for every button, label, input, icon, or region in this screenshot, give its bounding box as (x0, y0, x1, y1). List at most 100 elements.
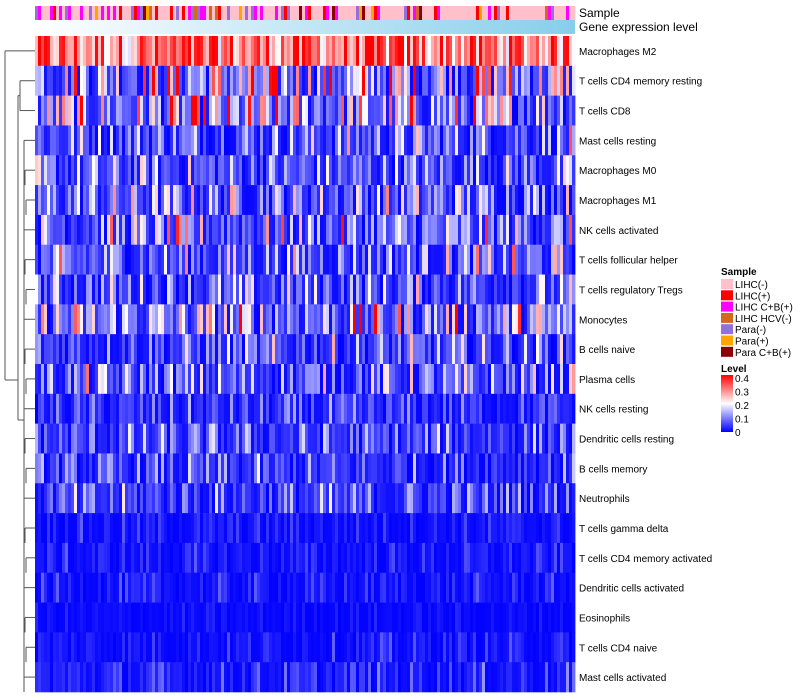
heatmap-cell (287, 542, 291, 574)
heatmap-cell (347, 662, 351, 693)
heatmap-cell (251, 602, 255, 633)
heatmap-cell (482, 185, 486, 216)
heatmap-cell (83, 304, 87, 335)
heatmap-cell (239, 36, 243, 67)
heatmap-cell (299, 36, 303, 67)
heatmap-cell (419, 125, 423, 156)
heatmap-cell (53, 662, 57, 693)
heatmap-cell (122, 602, 126, 633)
heatmap-cell (425, 453, 429, 484)
heatmap-cell (65, 155, 69, 186)
heatmap-cell (74, 244, 78, 275)
heatmap-cell (527, 65, 531, 96)
heatmap-cell (377, 662, 381, 693)
heatmap-cell (380, 602, 384, 633)
heatmap-cell (371, 453, 375, 484)
heatmap-cell (371, 423, 375, 454)
heatmap-cell (230, 453, 234, 484)
heatmap-cell (299, 65, 303, 96)
row-label: Macrophages M1 (579, 196, 657, 207)
heatmap-cell (470, 632, 474, 663)
heatmap-cell (452, 244, 456, 275)
heatmap-cell (230, 632, 234, 663)
heatmap-cell (236, 423, 240, 454)
heatmap-cell (221, 632, 225, 663)
heatmap-cell (203, 185, 207, 216)
heatmap-cell (53, 155, 57, 186)
heatmap-cell (230, 95, 234, 126)
heatmap-cell (167, 36, 171, 67)
heatmap-cell (404, 304, 408, 335)
heatmap-cell (320, 155, 324, 186)
heatmap-cell (233, 393, 237, 424)
heatmap-cell (560, 662, 564, 693)
heatmap-cell (167, 274, 171, 305)
heatmap-cell (512, 602, 516, 633)
heatmap-cell (209, 364, 213, 395)
heatmap-cell (326, 453, 330, 484)
heatmap-cell (365, 542, 369, 574)
heatmap-cell (398, 274, 402, 305)
heatmap-cell (557, 542, 561, 574)
heatmap-cell (278, 274, 282, 305)
heatmap-cell (161, 423, 165, 454)
heatmap-cell (518, 214, 522, 246)
heatmap-cell (188, 95, 192, 126)
heatmap-cell (236, 334, 240, 365)
sample-annotation-cell (59, 6, 63, 20)
heatmap-cell (131, 662, 135, 693)
heatmap-cell (407, 364, 411, 395)
heatmap-cell (497, 155, 501, 186)
heatmap-cell (374, 65, 378, 96)
heatmap-cell (383, 393, 387, 424)
heatmap-cell (86, 125, 90, 156)
heatmap-cell (158, 304, 162, 335)
heatmap-cell (296, 185, 300, 216)
heatmap-cell (422, 513, 426, 544)
heatmap-cell (263, 542, 267, 574)
heatmap-cell (227, 125, 231, 156)
heatmap-cell (143, 65, 147, 96)
heatmap-cell (512, 453, 516, 484)
heatmap-cell (218, 572, 222, 603)
heatmap-cell (227, 423, 231, 454)
heatmap-cell (275, 95, 279, 126)
heatmap-cell (314, 274, 318, 305)
heatmap-cell (191, 423, 195, 454)
heatmap-cell (320, 483, 324, 514)
heatmap-cell (557, 95, 561, 126)
heatmap-cell (332, 662, 336, 693)
heatmap-cell (533, 214, 537, 246)
heatmap-cell (416, 95, 420, 126)
heatmap-cell (338, 572, 342, 603)
heatmap-cell (299, 334, 303, 365)
heatmap-cell (389, 36, 393, 67)
heatmap-cell (455, 483, 459, 514)
heatmap-cell (536, 125, 540, 156)
heatmap-cell (470, 304, 474, 335)
heatmap-cell (329, 542, 333, 574)
heatmap-cell (239, 364, 243, 395)
heatmap-cell (557, 155, 561, 186)
heatmap-cell (173, 95, 177, 126)
heatmap-cell (383, 572, 387, 603)
heatmap-cell (533, 155, 537, 186)
heatmap-cell (473, 632, 477, 663)
heatmap-cell (203, 453, 207, 484)
heatmap-cell (263, 304, 267, 335)
heatmap-cell (80, 632, 84, 663)
heatmap-cell (68, 95, 72, 126)
heatmap-cell (146, 304, 150, 335)
heatmap-cell (302, 453, 306, 484)
heatmap-cell (137, 244, 141, 275)
heatmap-cell (386, 274, 390, 305)
heatmap-cell (83, 632, 87, 663)
heatmap-cell (401, 244, 405, 275)
sample-annotation-cell (53, 6, 57, 20)
heatmap-cell (101, 453, 105, 484)
heatmap-cell (326, 125, 330, 156)
heatmap-cell (305, 483, 309, 514)
heatmap-cell (341, 662, 345, 693)
heatmap-cell (41, 662, 45, 693)
heatmap-cell (506, 36, 510, 67)
